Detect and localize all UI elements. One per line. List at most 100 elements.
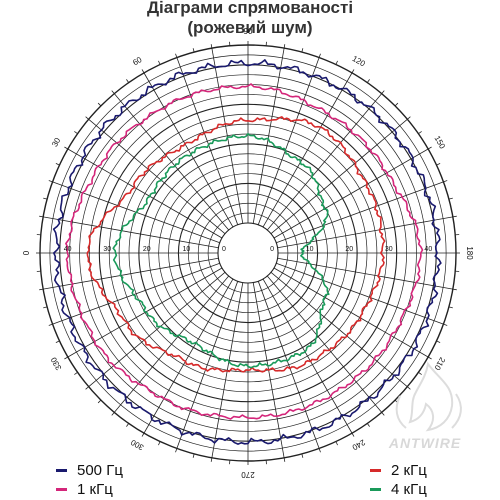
grid-spoke xyxy=(176,281,239,449)
outer-tick xyxy=(210,457,213,462)
outer-tick xyxy=(55,163,60,166)
polar-grid xyxy=(36,41,460,465)
outer-tick xyxy=(141,432,145,437)
outer-tick xyxy=(283,457,286,462)
angle-label: 240 xyxy=(350,437,367,452)
grid-spoke xyxy=(252,48,285,224)
angle-label: 120 xyxy=(351,54,368,69)
legend-swatch-2khz xyxy=(370,469,381,472)
outer-tick xyxy=(39,288,44,291)
outer-tick xyxy=(436,163,441,166)
radial-tick-label: 40 xyxy=(64,246,72,253)
radial-tick-label: 0 xyxy=(222,246,226,253)
legend-item-500hz: 500 Гц xyxy=(56,462,123,479)
series-line-4 xyxy=(112,132,330,369)
grid-spoke xyxy=(276,181,444,244)
chart-title-line-2: (рожевий шум) xyxy=(187,18,313,37)
grid-ring xyxy=(217,222,279,284)
outer-tick xyxy=(427,146,432,150)
grid-spoke xyxy=(88,118,226,235)
outer-tick xyxy=(283,44,286,49)
radial-tick-label: 20 xyxy=(143,246,151,253)
outer-tick xyxy=(381,90,385,94)
outer-tick xyxy=(85,386,89,390)
outer-tick xyxy=(443,180,448,183)
grid-ring xyxy=(207,212,289,294)
angle-label: 270 xyxy=(241,470,255,479)
outer-tick xyxy=(126,79,130,83)
legend-item-2khz: 2 кГц xyxy=(370,462,427,479)
outer-tick xyxy=(335,60,338,65)
grid-spoke xyxy=(113,275,230,413)
legend-label-4khz: 4 кГц xyxy=(391,481,427,498)
angle-label: 150 xyxy=(432,134,447,151)
radial-tick-label: 10 xyxy=(306,246,314,253)
angle-label: 180 xyxy=(465,246,474,260)
angle-label: 30 xyxy=(50,136,63,149)
grid-spoke xyxy=(67,148,223,239)
grid-spoke xyxy=(262,278,353,434)
outer-tick xyxy=(366,79,370,83)
outer-tick xyxy=(97,399,102,404)
outer-tick xyxy=(394,102,399,107)
outer-tick xyxy=(97,102,102,107)
outer-tick xyxy=(111,412,115,416)
watermark-logo: ANTWIRE xyxy=(388,361,462,451)
angle-label: 60 xyxy=(131,55,144,68)
grid-spoke xyxy=(270,271,408,388)
legend-swatch-4khz xyxy=(370,488,381,491)
outer-tick xyxy=(381,412,385,416)
angle-label: 0 xyxy=(22,250,31,255)
legend-label-2khz: 2 кГц xyxy=(391,462,427,479)
grid-spoke xyxy=(176,57,239,225)
outer-tick xyxy=(192,48,195,53)
outer-tick xyxy=(48,323,53,326)
chart-title: Діаграми спрямованості (рожевий шум) xyxy=(0,0,500,38)
grid-spoke xyxy=(262,72,353,228)
outer-tick xyxy=(448,197,453,200)
outer-tick xyxy=(418,131,422,135)
outer-tick xyxy=(192,453,195,458)
series-line-1 xyxy=(52,59,442,445)
legend-label-1khz: 1 кГц xyxy=(77,481,113,498)
outer-tick xyxy=(335,441,338,446)
watermark-text: ANTWIRE xyxy=(388,435,461,451)
outer-tick xyxy=(443,323,448,326)
outer-tick xyxy=(111,90,115,94)
outer-tick xyxy=(74,371,78,375)
outer-tick xyxy=(141,69,145,74)
grid-spoke xyxy=(257,57,320,225)
outer-tick xyxy=(85,116,89,120)
outer-tick xyxy=(452,215,457,218)
outer-tick xyxy=(407,116,411,120)
grid-spoke xyxy=(270,118,408,235)
grid-spoke xyxy=(277,216,453,249)
outer-tick xyxy=(175,448,178,453)
outer-tick xyxy=(126,423,130,427)
outer-tick xyxy=(351,432,355,437)
outer-tick xyxy=(158,441,161,446)
outer-tick xyxy=(318,53,321,58)
legend-item-1khz: 1 кГц xyxy=(56,481,113,498)
grid-spoke xyxy=(211,48,244,224)
radial-tick-label: 40 xyxy=(424,246,432,253)
grid-spoke xyxy=(273,148,429,239)
grid-spoke xyxy=(266,275,383,413)
grid-spoke xyxy=(43,216,219,249)
outer-tick xyxy=(301,453,304,458)
outer-tick xyxy=(64,356,69,360)
angle-label: 90 xyxy=(244,27,253,36)
legend-swatch-1khz xyxy=(56,488,67,491)
chart-title-line-1: Діаграми спрямованості xyxy=(146,0,354,17)
outer-tick xyxy=(351,69,355,74)
outer-tick xyxy=(43,306,48,309)
grid-spoke xyxy=(52,262,220,325)
outer-tick xyxy=(43,197,48,200)
grid-spoke xyxy=(88,271,226,388)
radial-tick-label: 0 xyxy=(270,246,274,253)
outer-tick xyxy=(448,306,453,309)
angle-label: 300 xyxy=(129,437,146,452)
outer-tick xyxy=(366,423,370,427)
grid-spoke xyxy=(113,93,230,231)
